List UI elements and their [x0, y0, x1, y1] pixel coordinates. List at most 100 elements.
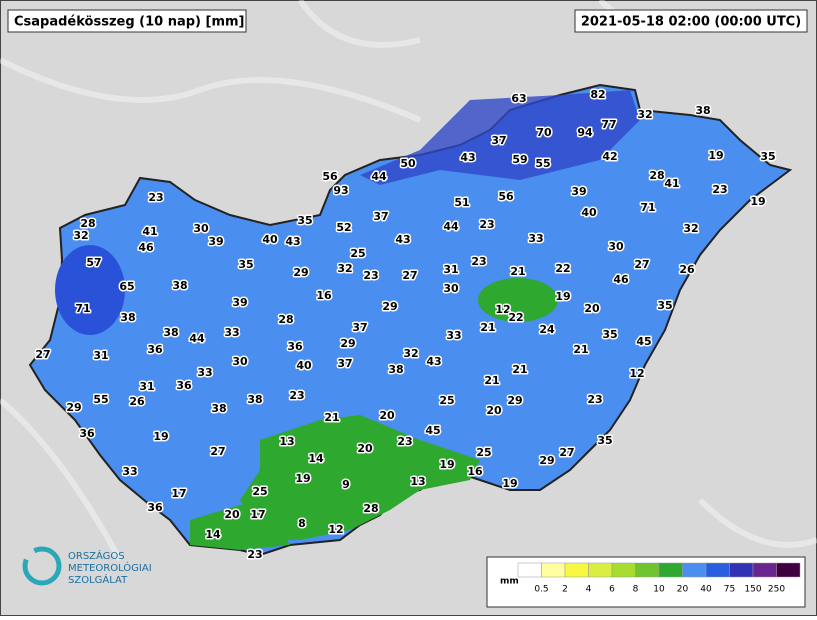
station-value: 56	[322, 170, 338, 183]
station-value: 33	[122, 465, 137, 478]
legend-swatch	[705, 562, 730, 578]
station-value: 33	[197, 366, 212, 379]
station-value: 36	[79, 427, 95, 440]
station-value: 23	[397, 435, 412, 448]
legend-swatch	[564, 562, 589, 578]
station-value: 25	[350, 247, 365, 260]
station-value: 45	[636, 335, 651, 348]
logo-text: SZOLGÁLAT	[68, 573, 128, 586]
station-value: 20	[357, 442, 373, 455]
station-value: 16	[316, 289, 332, 302]
station-value: 46	[138, 241, 154, 254]
station-value: 23	[247, 548, 262, 561]
station-value: 38	[120, 311, 135, 324]
legend-tick: 4	[586, 585, 592, 595]
station-value: 30	[608, 240, 624, 253]
station-value: 23	[479, 218, 494, 231]
station-value: 20	[224, 508, 240, 521]
station-value: 36	[147, 501, 163, 514]
legend-tick: 40	[700, 585, 712, 595]
station-value: 32	[403, 347, 418, 360]
dry-area	[190, 505, 290, 550]
station-value: 25	[476, 446, 491, 459]
station-value: 23	[289, 389, 304, 402]
legend-swatch	[541, 562, 566, 578]
station-value: 77	[601, 118, 616, 131]
station-value: 43	[460, 151, 475, 164]
station-value: 44	[443, 220, 459, 233]
station-value: 19	[555, 290, 570, 303]
station-value: 21	[484, 374, 499, 387]
station-value: 28	[80, 217, 95, 230]
station-value: 29	[340, 337, 355, 350]
station-value: 32	[637, 108, 652, 121]
station-value: 43	[426, 355, 441, 368]
station-value: 27	[210, 445, 225, 458]
station-value: 35	[602, 328, 617, 341]
station-value: 65	[119, 280, 134, 293]
station-value: 12	[328, 523, 343, 536]
station-value: 19	[295, 472, 310, 485]
station-value: 21	[324, 411, 339, 424]
timestamp: 2021-05-18 02:00 (00:00 UTC)	[581, 15, 801, 30]
station-value: 57	[86, 256, 101, 269]
country	[28, 83, 793, 557]
legend-tick: 8	[633, 585, 639, 595]
station-value: 93	[333, 184, 348, 197]
station-value: 39	[232, 296, 247, 309]
station-value: 30	[443, 282, 459, 295]
station-value: 23	[363, 269, 378, 282]
station-value: 37	[352, 321, 367, 334]
station-value: 29	[382, 300, 397, 313]
station-value: 27	[634, 258, 649, 271]
dry-area	[478, 278, 558, 322]
station-value: 30	[193, 222, 209, 235]
station-value: 25	[439, 394, 454, 407]
station-value: 31	[443, 263, 458, 276]
logo-text: ORSZÁGOS	[68, 549, 125, 562]
station-value: 71	[75, 302, 90, 315]
station-value: 13	[410, 475, 425, 488]
station-value: 28	[363, 502, 378, 515]
station-value: 32	[683, 222, 698, 235]
station-value: 27	[559, 446, 574, 459]
station-value: 24	[539, 323, 555, 336]
station-value: 8	[298, 517, 306, 530]
title: Csapadékösszeg (10 nap) [mm]	[14, 15, 245, 30]
legend-tick: 150	[744, 585, 761, 595]
station-value: 12	[495, 303, 510, 316]
station-value: 46	[613, 273, 629, 286]
station-value: 22	[555, 262, 570, 275]
station-value: 17	[171, 487, 186, 500]
station-value: 39	[571, 185, 586, 198]
station-value: 37	[491, 134, 506, 147]
station-value: 19	[502, 477, 517, 490]
legend-tick: 6	[609, 585, 615, 595]
station-value: 36	[287, 340, 303, 353]
station-value: 71	[640, 201, 655, 214]
station-value: 32	[73, 229, 88, 242]
station-value: 63	[511, 92, 526, 105]
station-value: 25	[252, 485, 267, 498]
logo-text: METEOROLÓGIAI	[68, 561, 152, 574]
station-value: 35	[238, 258, 253, 271]
station-value: 33	[446, 329, 461, 342]
station-value: 41	[142, 225, 157, 238]
station-value: 27	[402, 269, 417, 282]
legend-tick: 75	[724, 585, 735, 595]
station-value: 40	[581, 206, 597, 219]
station-value: 22	[508, 311, 523, 324]
station-value: 23	[471, 255, 486, 268]
station-value: 33	[528, 232, 543, 245]
legend-tick: 0.5	[534, 585, 548, 595]
legend-unit: mm	[500, 577, 519, 587]
station-value: 43	[285, 235, 300, 248]
station-value: 20	[584, 302, 600, 315]
station-value: 42	[602, 150, 617, 163]
legend-tick: 20	[677, 585, 689, 595]
legend-swatch	[635, 562, 660, 578]
station-value: 20	[379, 409, 395, 422]
station-value: 36	[147, 343, 163, 356]
station-value: 28	[278, 313, 293, 326]
